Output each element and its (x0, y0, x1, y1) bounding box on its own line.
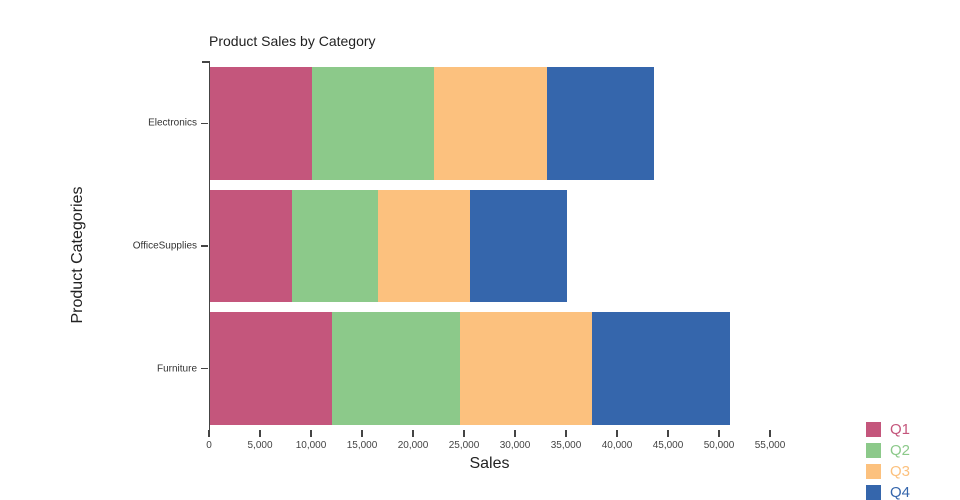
chart-title: Product Sales by Category (209, 33, 376, 49)
bar-segment-OfficeSupplies-Q1 (210, 189, 292, 303)
bar-segment-Electronics-Q4 (546, 67, 654, 180)
bar-segment-Furniture-Q4 (592, 312, 731, 425)
legend-item-Q1: Q1 (866, 420, 910, 439)
x-tick-label: 35,000 (550, 440, 582, 451)
x-tick-mark (565, 430, 567, 437)
bar-segment-OfficeSupplies-Q2 (291, 189, 379, 303)
x-tick-mark (769, 430, 771, 437)
x-tick-mark (412, 430, 414, 437)
bar-segment-Furniture-Q3 (459, 312, 593, 425)
x-tick-mark (463, 430, 465, 437)
x-tick-label: 30,000 (499, 440, 531, 451)
y-tick-mark (201, 245, 208, 247)
y-tick-label-Furniture: Furniture (156, 363, 197, 375)
x-tick-label: 0 (206, 440, 212, 451)
bar-segment-OfficeSupplies-Q4 (470, 189, 567, 303)
x-tick-mark (361, 430, 363, 437)
bar-Electronics (210, 67, 771, 180)
y-tick-label-OfficeSupplies: OfficeSupplies (132, 240, 197, 252)
x-tick-label: 10,000 (295, 440, 327, 451)
x-tick-mark (718, 430, 720, 437)
bar-segment-Furniture-Q1 (210, 312, 333, 425)
x-tick-label: 25,000 (448, 440, 480, 451)
x-tick-mark (667, 430, 669, 437)
x-tick-label: 45,000 (652, 440, 684, 451)
x-tick-mark (514, 430, 516, 437)
y-tick-mark (201, 122, 208, 125)
legend-label-Q4: Q4 (890, 484, 911, 500)
bar-OfficeSupplies (210, 189, 771, 303)
plot-area (202, 61, 771, 430)
legend-label-Q1: Q1 (890, 421, 911, 438)
bar-Furniture (210, 312, 771, 425)
x-tick-mark (208, 430, 210, 437)
x-tick-label: 50,000 (703, 440, 735, 451)
bar-segment-Electronics-Q2 (312, 67, 435, 180)
legend-item-Q2: Q2 (866, 441, 910, 460)
legend-swatch-Q4 (866, 485, 881, 500)
legend-swatch-Q3 (866, 464, 881, 479)
chart-legend: Q1 Q2 Q3 Q4 (866, 420, 910, 500)
x-tick-mark (259, 430, 261, 437)
x-tick-label: 5,000 (247, 440, 273, 451)
y-tick-mark (201, 367, 208, 370)
axis-top-tick (202, 61, 210, 63)
legend-swatch-Q2 (866, 443, 881, 458)
x-tick-mark (310, 430, 312, 437)
bar-segment-OfficeSupplies-Q3 (378, 189, 471, 303)
legend-swatch-Q1 (866, 422, 881, 437)
x-axis-label: Sales (469, 455, 510, 472)
x-tick-label: 55,000 (754, 440, 786, 451)
bar-segment-Electronics-Q3 (434, 67, 547, 180)
legend-label-Q2: Q2 (890, 442, 911, 459)
x-tick-label: 20,000 (397, 440, 429, 451)
x-tick-label: 15,000 (346, 440, 378, 451)
y-tick-label-Electronics: Electronics (148, 117, 197, 129)
x-tick-mark (616, 430, 618, 437)
legend-item-Q3: Q3 (866, 462, 910, 481)
legend-label-Q3: Q3 (890, 463, 911, 480)
legend-item-Q4: Q4 (866, 483, 910, 500)
y-axis-label: Product Categories (69, 186, 86, 324)
x-tick-label: 40,000 (601, 440, 633, 451)
bar-segment-Electronics-Q1 (210, 67, 312, 180)
bar-segment-Furniture-Q2 (332, 312, 460, 425)
